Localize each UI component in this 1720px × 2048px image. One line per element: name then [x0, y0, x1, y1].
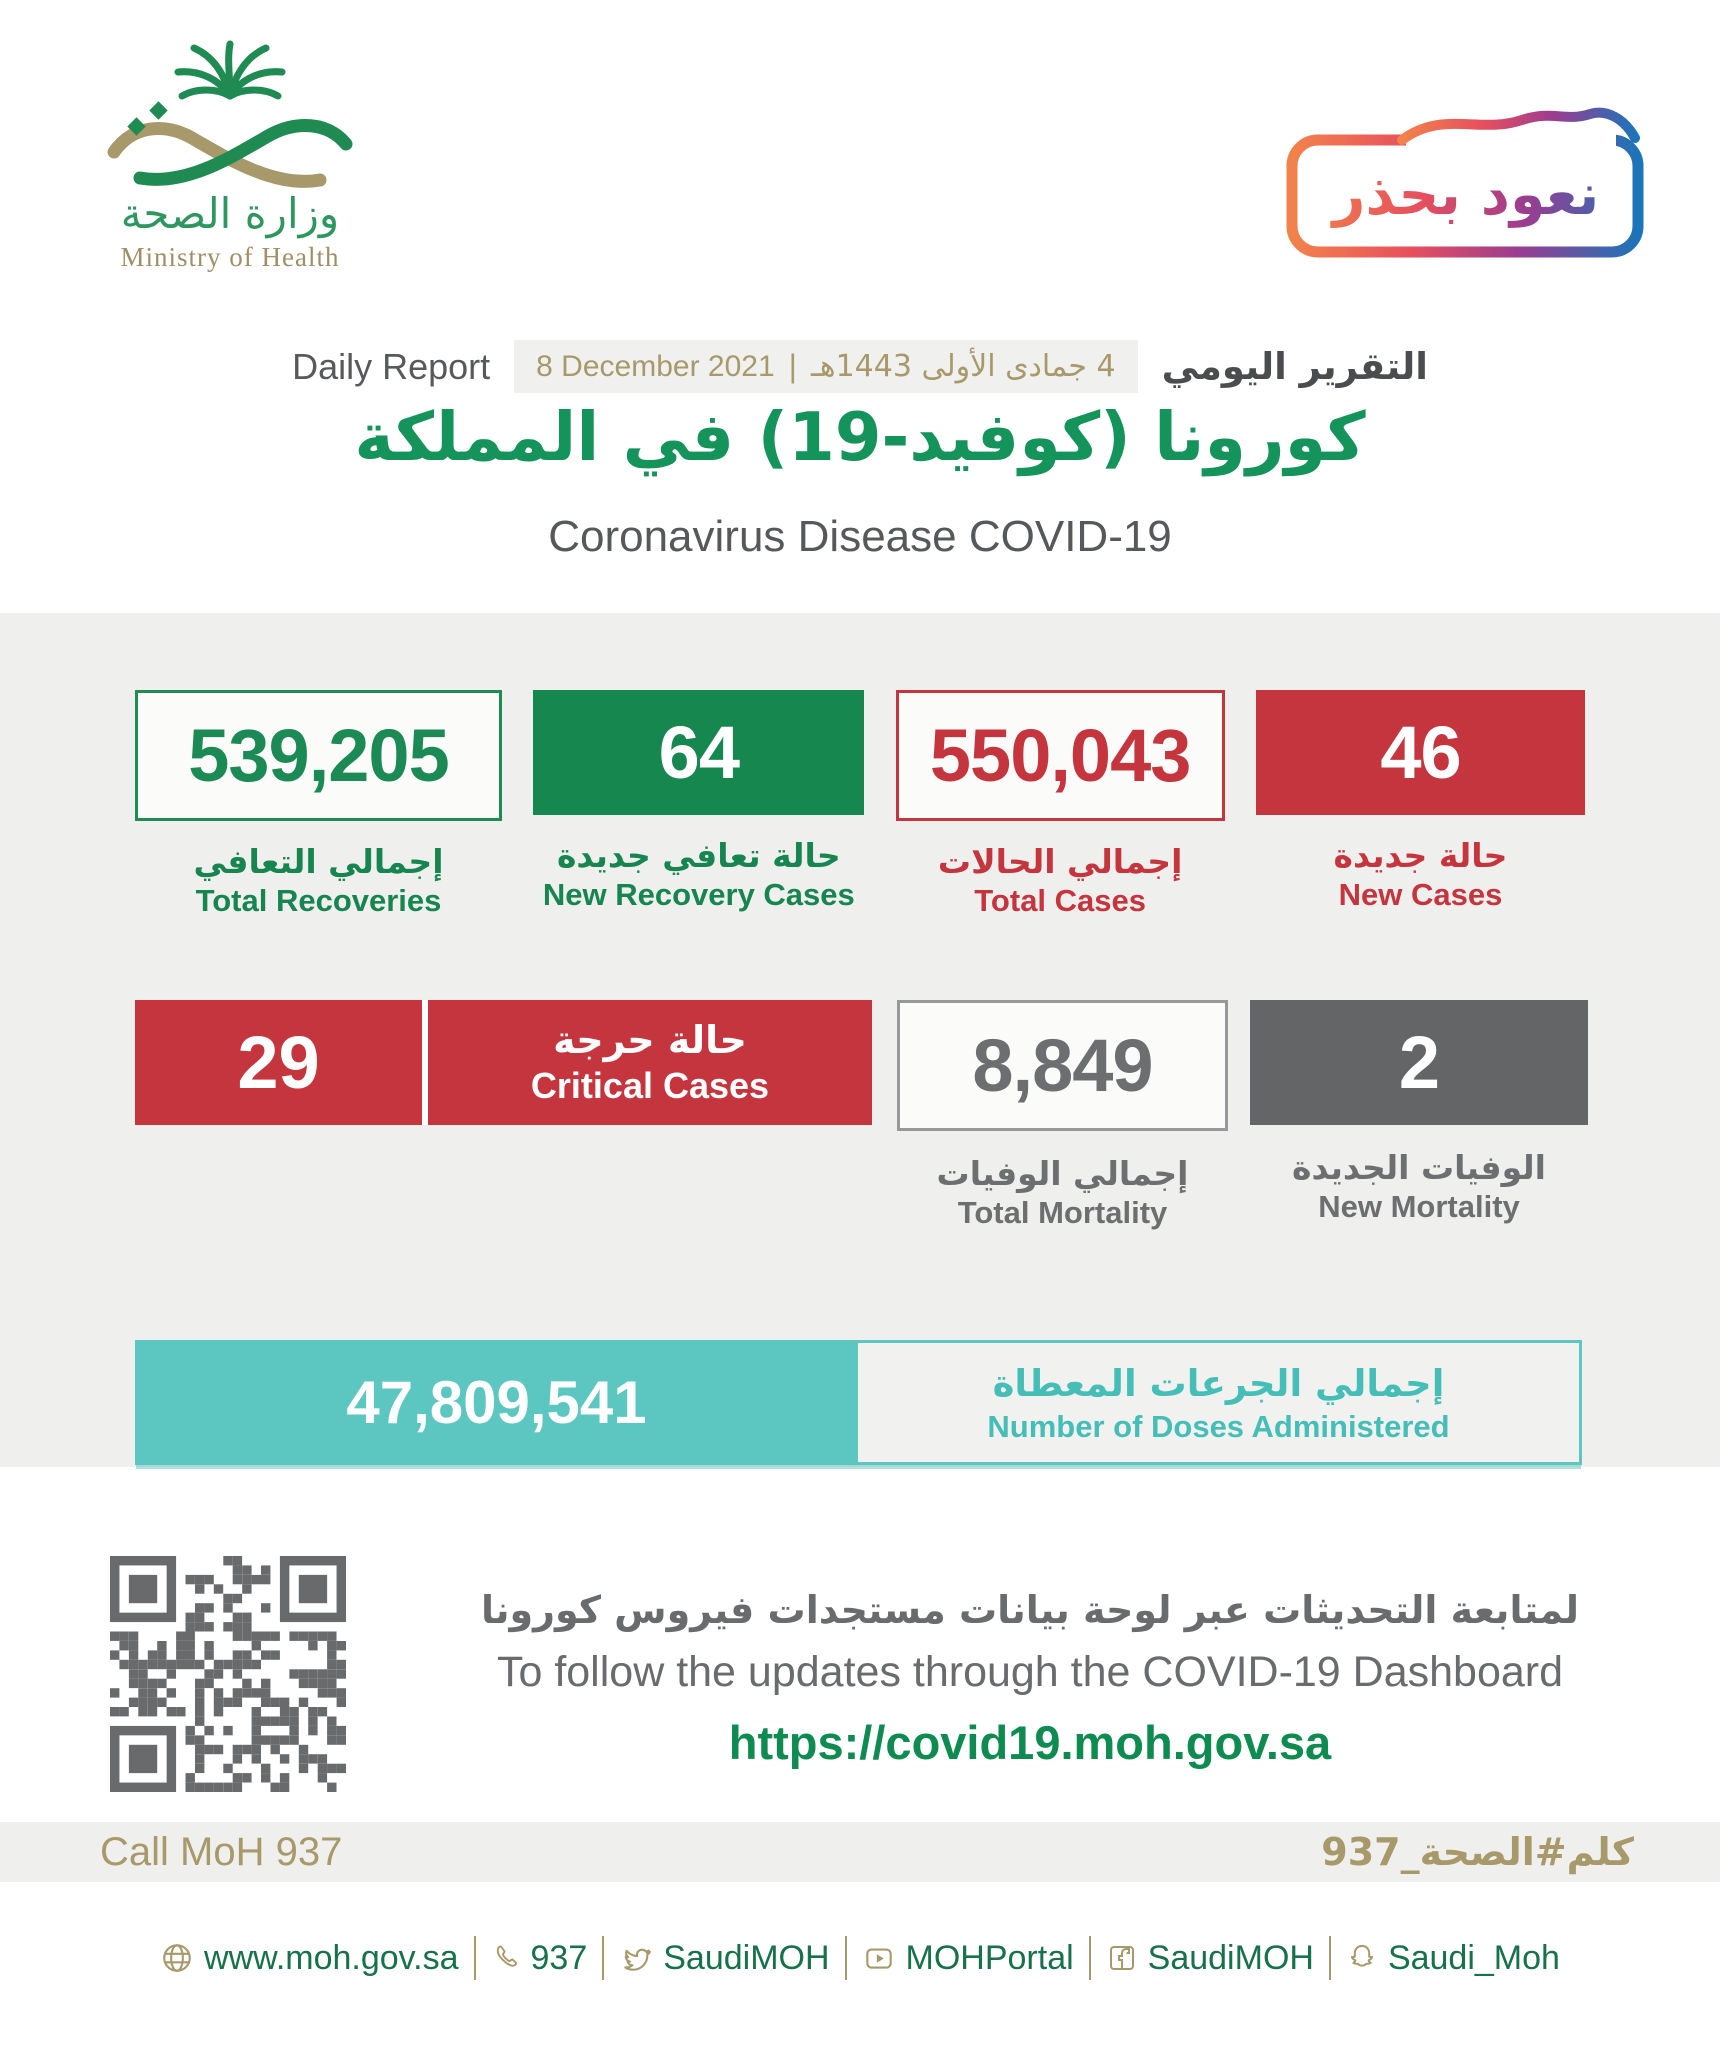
- return-with-caution-badge: نعود بحذر: [1282, 86, 1650, 262]
- badge-text: نعود بحذر: [1282, 162, 1650, 228]
- critical-cases-value: 29: [135, 1000, 422, 1125]
- new-mortality-label-ar: الوفيات الجديدة: [1292, 1148, 1546, 1187]
- youtube-icon: [865, 1948, 892, 1969]
- stat-card-total-mortality: 8,849 إجمالي الوفيات Total Mortality: [897, 1000, 1228, 1233]
- critical-divider: [422, 1000, 428, 1125]
- footer-label-youtube: MOHPortal: [905, 1938, 1074, 1977]
- logo-title-english: Ministry of Health: [120, 242, 340, 272]
- footer-label-snapchat: Saudi_Moh: [1387, 1938, 1560, 1977]
- stat-card-new-recoveries: 64 حالة تعافي جديدة New Recovery Cases: [533, 690, 865, 921]
- footer-separator: [473, 1936, 476, 1980]
- daily-report-label-en: Daily Report: [292, 345, 491, 387]
- daily-report-label-ar: التقرير اليومي: [1161, 345, 1428, 388]
- moh-logo: وزارة الصحة Ministry of Health: [78, 30, 382, 273]
- total-recoveries-value: 539,205: [135, 690, 502, 821]
- footer-label-twitter: SaudiMOH: [663, 1938, 830, 1977]
- stats-row-1: 539,205 إجمالي التعافي Total Recoveries …: [135, 690, 1585, 921]
- new-recoveries-label-en: New Recovery Cases: [542, 877, 855, 913]
- stat-card-total-cases: 550,043 إجمالي الحالات Total Cases: [895, 690, 1225, 921]
- critical-cases-label-ar: حالة حرجة: [553, 1018, 747, 1063]
- footer-social-row: www.moh.gov.sa 937 SaudiMOH MOHPortal: [0, 1936, 1720, 1980]
- total-cases-label-ar: إجمالي الحالات: [937, 842, 1183, 881]
- snapchat-icon: [1350, 1945, 1374, 1967]
- call-moh-arabic: كلم#الصحة_937: [1321, 1830, 1634, 1874]
- twitter-icon: [624, 1948, 652, 1971]
- badge-frame-icon: [1286, 107, 1644, 258]
- dashboard-line-en: To follow the updates through the COVID-…: [496, 1648, 1564, 1696]
- doses-bar: 47,809,541 إجمالي الجرعات المعطاة Number…: [135, 1340, 1582, 1465]
- stats-row-2: 29 حالة حرجة Critical Cases 8,849 إجمالي…: [135, 1000, 1588, 1230]
- doses-value: 47,809,541: [135, 1340, 858, 1465]
- stat-card-new-mortality: 2 الوفيات الجديدة New Mortality: [1250, 1000, 1588, 1227]
- call-moh-english: Call MoH 937: [100, 1830, 343, 1874]
- date-separator: |: [788, 348, 797, 384]
- stat-card-total-recoveries: 539,205 إجمالي التعافي Total Recoveries: [135, 690, 502, 921]
- new-cases-value: 46: [1255, 690, 1585, 815]
- footer-item-phone[interactable]: 937: [491, 1938, 588, 1978]
- dashboard-url-link[interactable]: https://covid19.moh.gov.sa: [728, 1716, 1332, 1769]
- footer-label-facebook: SaudiMOH: [1147, 1938, 1314, 1977]
- doses-label-ar: إجمالي الجرعات المعطاة: [992, 1361, 1445, 1405]
- new-cases-label-en: New Cases: [1338, 877, 1503, 913]
- footer-separator: [602, 1936, 605, 1980]
- new-cases-label-ar: حالة جديدة: [1333, 836, 1508, 875]
- page-title-arabic: كورونا (كوفيد-19) في المملكة: [354, 398, 1366, 476]
- report-date-box: 8 December 2021 | 4 جمادى الأولى 1443هـ: [514, 340, 1138, 393]
- total-mortality-value: 8,849: [897, 1000, 1228, 1131]
- footer-label-phone: 937: [530, 1938, 588, 1977]
- footer-item-facebook[interactable]: SaudiMOH: [1106, 1939, 1314, 1978]
- phone-icon: [496, 1945, 517, 1967]
- footer-separator: [844, 1936, 847, 1980]
- stat-card-critical-cases: 29 حالة حرجة Critical Cases: [135, 1000, 872, 1125]
- date-gregorian: 8 December 2021: [536, 349, 775, 383]
- new-recoveries-label-ar: حالة تعافي جديدة: [556, 836, 841, 875]
- footer-item-website[interactable]: www.moh.gov.sa: [160, 1938, 459, 1978]
- total-mortality-label-ar: إجمالي الوفيات: [936, 1154, 1189, 1193]
- new-mortality-value: 2: [1250, 1000, 1588, 1125]
- dashboard-line-ar: لمتابعة التحديثات عبر لوحة بيانات مستجدا…: [481, 1588, 1579, 1632]
- report-date-row: Daily Report 8 December 2021 | 4 جمادى ا…: [0, 340, 1720, 393]
- footer-separator: [1328, 1936, 1331, 1980]
- critical-cases-label-en: Critical Cases: [530, 1064, 770, 1106]
- new-recoveries-value: 64: [533, 690, 865, 815]
- page-title-english: Coronavirus Disease COVID-19: [548, 512, 1172, 561]
- doses-label-en: Number of Doses Administered: [987, 1408, 1450, 1444]
- footer-separator: [1088, 1936, 1091, 1980]
- stat-card-new-cases: 46 حالة جديدة New Cases: [1255, 690, 1585, 921]
- facebook-icon: [1109, 1946, 1134, 1970]
- total-mortality-label-en: Total Mortality: [957, 1195, 1168, 1231]
- dashboard-info: لمتابعة التحديثات عبر لوحة بيانات مستجدا…: [350, 1588, 1710, 1770]
- qr-code: [110, 1556, 346, 1792]
- total-cases-label-en: Total Cases: [974, 883, 1147, 919]
- footer-item-youtube[interactable]: MOHPortal: [862, 1939, 1074, 1978]
- moh-palm-logo-icon: [107, 40, 353, 188]
- call-moh-band: Call MoH 937 كلم#الصحة_937: [0, 1822, 1720, 1882]
- footer-label-website: www.moh.gov.sa: [204, 1938, 459, 1977]
- globe-icon: [163, 1944, 191, 1972]
- logo-title-arabic: وزارة الصحة: [120, 189, 340, 238]
- date-hijri: 4 جمادى الأولى 1443هـ: [810, 349, 1116, 384]
- new-mortality-label-en: New Mortality: [1318, 1189, 1520, 1225]
- footer-item-snapchat[interactable]: Saudi_Moh: [1346, 1939, 1560, 1978]
- total-cases-value: 550,043: [895, 690, 1225, 821]
- total-recoveries-label-ar: إجمالي التعافي: [193, 842, 444, 881]
- footer-item-twitter[interactable]: SaudiMOH: [619, 1938, 830, 1978]
- total-recoveries-label-en: Total Recoveries: [195, 883, 442, 919]
